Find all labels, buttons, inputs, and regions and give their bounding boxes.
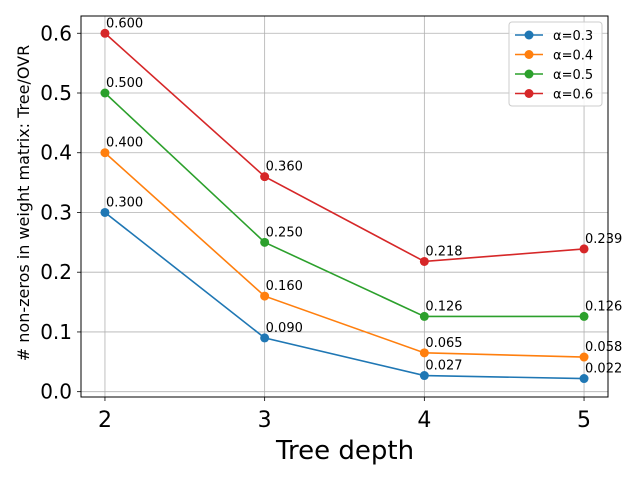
data-label: 0.218 bbox=[425, 244, 462, 259]
data-label: 0.300 bbox=[106, 195, 143, 210]
y-tick-label: 0.0 bbox=[40, 380, 72, 404]
data-point bbox=[260, 172, 270, 182]
y-axis-title: # non-zeros in weight matrix: Tree/OVR bbox=[14, 45, 33, 361]
y-tick-label: 0.1 bbox=[40, 320, 72, 344]
legend-item: α=0.5 bbox=[515, 68, 593, 83]
data-labels: 0.300 0.090 0.027 0.022 0.400 0.160 0.065 0.058… bbox=[106, 16, 622, 376]
data-point bbox=[419, 371, 429, 381]
legend-box bbox=[508, 21, 603, 107]
legend-marker bbox=[524, 30, 534, 40]
data-label: 0.360 bbox=[266, 160, 303, 175]
legend-label: α=0.3 bbox=[553, 29, 593, 44]
data-label: 0.400 bbox=[106, 136, 143, 151]
data-label: 0.160 bbox=[266, 279, 303, 294]
data-point bbox=[260, 333, 270, 343]
x-tick-label: 5 bbox=[577, 408, 591, 433]
series-0 bbox=[100, 207, 589, 384]
data-label: 0.027 bbox=[425, 359, 462, 374]
y-tick-label: 0.5 bbox=[40, 81, 72, 105]
y-tick-label: 0.4 bbox=[40, 141, 72, 165]
series-line bbox=[104, 92, 585, 318]
legend-marker bbox=[524, 69, 534, 79]
data-point bbox=[579, 352, 589, 362]
series-line bbox=[104, 32, 585, 263]
data-point bbox=[579, 311, 589, 321]
data-label: 0.126 bbox=[425, 299, 462, 314]
data-point bbox=[100, 148, 110, 158]
series-line bbox=[104, 211, 585, 380]
x-axis: 2 3 4 5 bbox=[98, 397, 591, 433]
data-label: 0.058 bbox=[585, 340, 622, 355]
data-point bbox=[579, 374, 589, 384]
legend-marker bbox=[524, 89, 534, 98]
legend-label: α=0.6 bbox=[553, 88, 593, 103]
data-point bbox=[260, 237, 270, 247]
y-axis: 0.0 0.1 0.2 0.3 0.4 0.5 0.6 bbox=[40, 21, 81, 404]
data-label: 0.600 bbox=[106, 16, 143, 31]
y-tick-label: 0.3 bbox=[40, 200, 72, 224]
legend-item: α=0.4 bbox=[515, 49, 593, 64]
data-point bbox=[419, 256, 429, 266]
data-label: 0.500 bbox=[106, 76, 143, 91]
data-point bbox=[100, 28, 110, 38]
legend-marker bbox=[524, 50, 534, 59]
series-1 bbox=[100, 148, 589, 362]
legend-label: α=0.5 bbox=[553, 68, 593, 83]
data-label: 0.090 bbox=[266, 321, 303, 336]
y-tick-label: 0.6 bbox=[40, 21, 72, 45]
data-point bbox=[260, 291, 270, 301]
data-label: 0.022 bbox=[585, 362, 622, 377]
data-label: 0.065 bbox=[425, 336, 462, 351]
x-tick-label: 4 bbox=[417, 408, 431, 433]
series-3 bbox=[100, 28, 589, 266]
series-2 bbox=[100, 88, 589, 321]
data-label: 0.126 bbox=[585, 299, 622, 314]
x-tick-label: 3 bbox=[258, 408, 272, 433]
x-tick-label: 2 bbox=[98, 408, 112, 433]
data-point bbox=[419, 311, 429, 321]
x-axis-title: Tree depth bbox=[275, 436, 414, 466]
series-group bbox=[100, 28, 589, 384]
data-point bbox=[419, 348, 429, 358]
legend: α=0.3 α=0.4 α=0.5 α=0.6 bbox=[508, 21, 603, 107]
legend-label: α=0.4 bbox=[553, 49, 593, 64]
data-point bbox=[579, 244, 589, 254]
legend-item: α=0.6 bbox=[515, 88, 593, 103]
series-line bbox=[104, 152, 585, 358]
y-tick-label: 0.2 bbox=[40, 260, 72, 284]
data-point bbox=[100, 88, 110, 98]
data-label: 0.239 bbox=[585, 232, 622, 247]
legend-item: α=0.3 bbox=[515, 29, 593, 44]
data-label: 0.250 bbox=[266, 225, 303, 240]
data-point bbox=[100, 207, 110, 217]
plot-area-frame bbox=[80, 15, 609, 398]
